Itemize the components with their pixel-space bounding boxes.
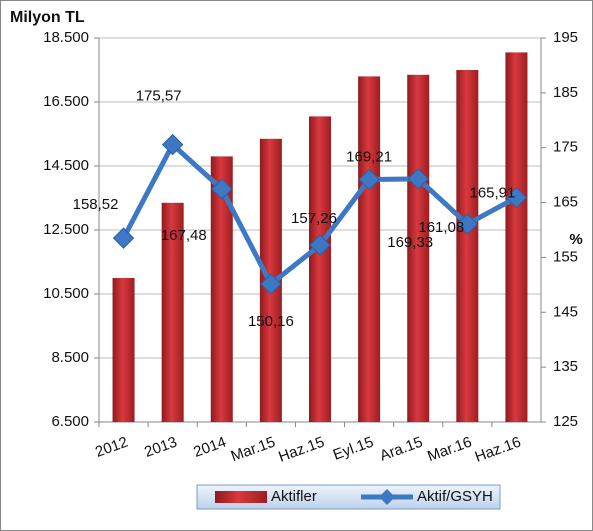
data-label: 165,91 (469, 185, 515, 202)
y2-tick-label: 165 (553, 194, 578, 211)
y-tick-label: 16.500 (43, 93, 89, 110)
y2-tick-label: 145 (553, 303, 578, 320)
legend-label: Aktif/GSYH (417, 488, 493, 505)
data-label: 175,57 (136, 88, 182, 105)
data-label: 169,21 (346, 148, 392, 165)
marker (260, 273, 282, 295)
y2-axis-title: % (569, 231, 582, 248)
y2-tick-label: 175 (553, 139, 578, 156)
bar (112, 278, 135, 422)
marker (456, 213, 479, 235)
y2-tick-label: 155 (553, 248, 578, 265)
bar (456, 70, 479, 422)
data-label: 157,26 (291, 210, 337, 227)
y-tick-label: 8.500 (51, 349, 89, 366)
legend-swatch (215, 491, 267, 503)
bar (161, 202, 184, 422)
data-label: 150,16 (248, 313, 294, 330)
legend-marker (379, 489, 395, 505)
y2-tick-label: 125 (553, 413, 578, 430)
y2-tick-label: 195 (553, 29, 578, 46)
marker (358, 168, 380, 191)
bar (210, 156, 233, 422)
y-tick-label: 18.500 (43, 29, 89, 46)
bar (358, 76, 381, 423)
marker (407, 168, 429, 190)
y2-tick-label: 185 (553, 84, 578, 101)
marker (309, 234, 331, 256)
data-label: 158,52 (73, 196, 119, 213)
data-label: 161,08 (418, 219, 464, 236)
y-axis-title: Milyon TL (10, 9, 85, 26)
data-label: 167,48 (161, 227, 207, 244)
bar (309, 116, 331, 423)
legend-label: Aktifler (271, 488, 317, 505)
marker (161, 133, 184, 156)
marker (505, 186, 528, 209)
marker (112, 227, 135, 249)
y-tick-label: 10.500 (43, 285, 89, 302)
y2-tick-label: 135 (553, 358, 578, 375)
bar (505, 52, 528, 423)
marker (211, 178, 233, 200)
data-label: 169,33 (387, 234, 433, 251)
y-tick-label: 12.500 (43, 221, 89, 238)
y-tick-label: 6.500 (51, 413, 89, 430)
y-tick-label: 14.500 (43, 157, 89, 174)
bar (407, 74, 430, 423)
